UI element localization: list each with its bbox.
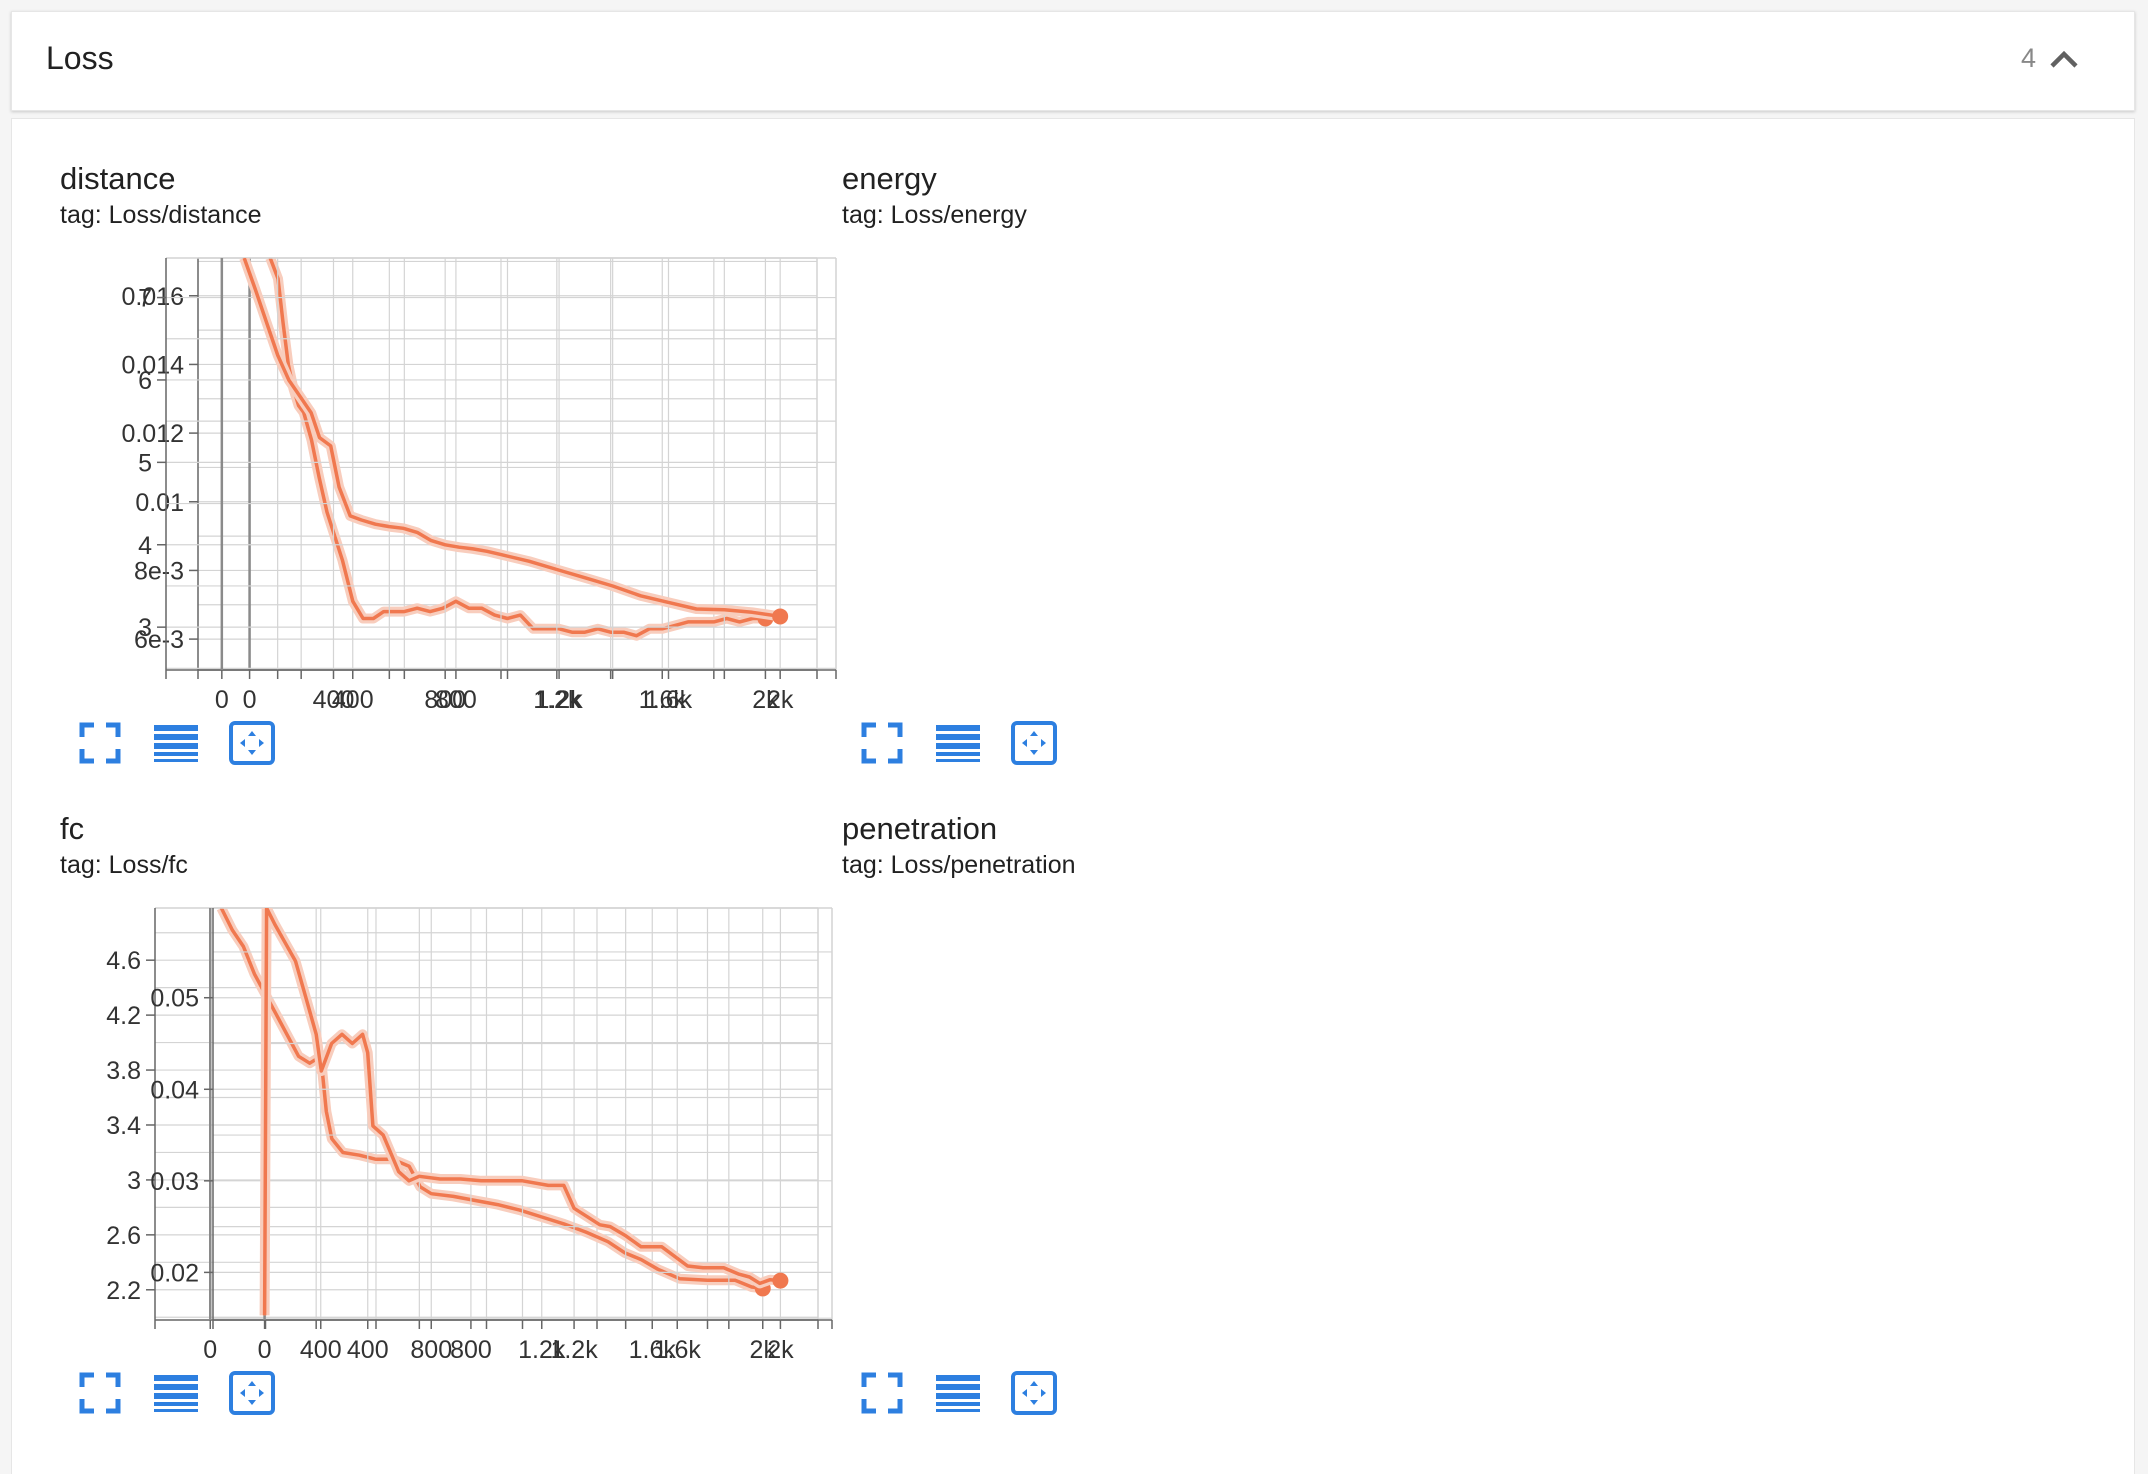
chart-count: 4 [2020, 43, 2036, 73]
x-tick-label: 1.2k [535, 686, 583, 714]
y-tick-label: 0.02 [150, 1259, 199, 1287]
fullscreen-icon[interactable] [76, 719, 124, 767]
fit-domain-icon[interactable] [1010, 1369, 1058, 1417]
toggle-log-scale-icon[interactable] [152, 1369, 200, 1417]
series-smoothing-band [265, 258, 766, 641]
x-tick-label: 400 [347, 1336, 389, 1364]
line-chart-penetration[interactable]: 0 400 800 1.2k 1.6k 2k 0.02 0.03 0.04 0.05 [150, 769, 1554, 1364]
x-tick-label: 1.6k [645, 686, 693, 714]
chart-tag: tag: Loss/fc [60, 851, 188, 879]
x-tick-label: 1.2k [533, 686, 581, 714]
y-tick-label: 0.016 [121, 283, 184, 311]
fit-domain-icon[interactable] [228, 719, 276, 767]
chart-tag: tag: Loss/distance [60, 201, 262, 229]
series-smoothing-band [216, 908, 764, 1294]
chart-title: distance [60, 161, 176, 196]
y-tick-label: 7 [138, 285, 152, 313]
toggle-log-scale-icon[interactable] [934, 1369, 982, 1417]
fit-domain-icon[interactable] [1010, 719, 1058, 767]
x-tick-label: 800 [435, 686, 477, 714]
chart-grid: distance tag: Loss/distance 0 400 800 1.2k 1… [11, 118, 2135, 1474]
y-tick-label: 8e-3 [134, 557, 184, 585]
x-tick-label: 1.6k [629, 1336, 677, 1364]
last-point-marker [772, 1272, 789, 1289]
x-tick-label: 400 [313, 686, 355, 714]
y-tick-label: 3.8 [106, 1057, 141, 1085]
y-tick-label: 2.2 [106, 1277, 141, 1305]
chart-title: energy [842, 161, 937, 196]
x-tick-label: 1.2k [518, 1336, 566, 1364]
x-tick-label: 2k [750, 1336, 777, 1364]
chart-card: distance tag: Loss/distance 0 400 800 1.2k 1… [12, 119, 818, 765]
fit-domain-icon[interactable] [228, 1369, 276, 1417]
last-point-marker [772, 608, 789, 625]
x-tick-label: 400 [300, 1336, 342, 1364]
y-tick-label: 0.03 [150, 1168, 199, 1196]
y-tick-label: 6e-3 [134, 626, 184, 654]
chart-tag: tag: Loss/energy [842, 201, 1027, 229]
x-tick-label: 0 [203, 1336, 217, 1364]
line-chart-distance[interactable]: 0 400 800 1.2k 1.6k 2k 6e-3 8e-3 0.01 0.012 0.014 0… [12, 119, 818, 714]
y-tick-label: 4.6 [106, 947, 141, 975]
x-tick-label: 400 [332, 686, 374, 714]
chevron-up-icon[interactable] [2046, 42, 2082, 78]
y-tick-label: 2.6 [106, 1222, 141, 1250]
x-tick-label: 1.2k [550, 1336, 598, 1364]
x-tick-label: 0 [215, 686, 229, 714]
x-tick-label: 2k [767, 686, 794, 714]
y-tick-label: 0.014 [121, 351, 184, 379]
x-tick-label: 2k [767, 1336, 794, 1364]
y-tick-label: 0.012 [121, 420, 184, 448]
y-tick-label: 3.4 [106, 1112, 141, 1140]
fullscreen-icon[interactable] [76, 1369, 124, 1417]
y-tick-label: 0.01 [135, 489, 184, 517]
y-tick-label: 4 [138, 532, 152, 560]
chart-card: energy tag: Loss/energy 0 400 800 1.2k 1.6k 2… [138, 119, 1554, 765]
x-tick-label: 1.6k [654, 1336, 702, 1364]
chart-title: fc [60, 811, 85, 846]
toggle-log-scale-icon[interactable] [152, 719, 200, 767]
series-line [219, 908, 764, 1291]
x-tick-label: 0 [243, 686, 257, 714]
y-tick-label: 5 [138, 449, 152, 477]
y-tick-label: 4.2 [106, 1002, 141, 1030]
series-line [262, 908, 781, 1316]
series-line [242, 258, 781, 619]
line-chart-energy[interactable]: 0 400 800 1.2k 1.6k 2k 3 4 5 6 7 [138, 119, 1554, 714]
y-tick-label: 0.05 [150, 985, 199, 1013]
x-tick-label: 0 [258, 1336, 272, 1364]
toggle-log-scale-icon[interactable] [934, 719, 982, 767]
chart-tag: tag: Loss/penetration [842, 851, 1076, 879]
line-chart-fc[interactable]: 0 400 800 1.2k 1.6k 2k 2.2 2.6 3 3.4 3.8 4.2 4.6 [12, 769, 819, 1364]
chart-card: penetration tag: Loss/penetration 0 400 80… [150, 769, 1554, 1415]
fullscreen-icon[interactable] [858, 1369, 906, 1417]
x-tick-label: 800 [450, 1336, 492, 1364]
x-tick-label: 2k [752, 686, 779, 714]
chart-title: penetration [842, 811, 998, 846]
y-tick-label: 3 [138, 614, 152, 642]
x-tick-label: 1.6k [639, 686, 687, 714]
x-tick-label: 800 [424, 686, 466, 714]
y-tick-label: 3 [127, 1167, 141, 1195]
y-tick-label: 0.04 [150, 1076, 199, 1104]
y-tick-label: 6 [138, 367, 152, 395]
x-tick-label: 800 [410, 1336, 452, 1364]
section-header[interactable]: Loss 4 [11, 11, 2135, 111]
section-title: Loss [46, 40, 114, 76]
fullscreen-icon[interactable] [858, 719, 906, 767]
